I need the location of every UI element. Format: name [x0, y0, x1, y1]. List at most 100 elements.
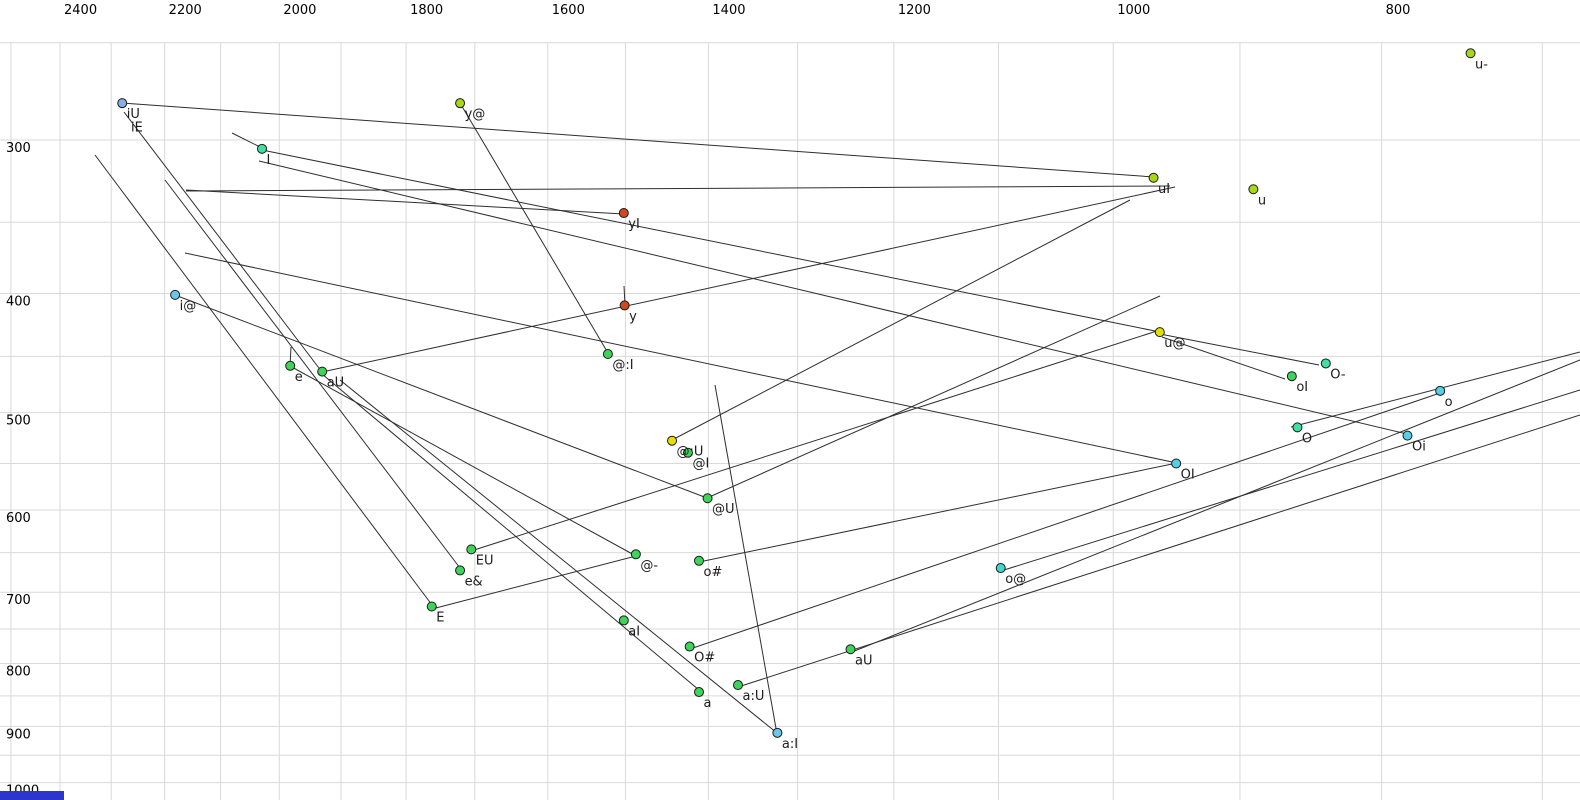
- vowel-point[interactable]: [1148, 172, 1159, 183]
- trajectory-line: [123, 111, 323, 373]
- vowel-point[interactable]: [285, 360, 296, 371]
- trajectory-line: [94, 154, 433, 606]
- vowel-label: @-: [640, 558, 658, 573]
- vowel-point[interactable]: [1320, 358, 1331, 369]
- trajectory-line: [698, 462, 1178, 563]
- vowel-label: OI: [1181, 467, 1195, 482]
- vowel-point[interactable]: [1286, 371, 1297, 382]
- vowel-point[interactable]: [995, 563, 1006, 574]
- vowel-point[interactable]: [1435, 385, 1446, 396]
- trajectory-line: [261, 149, 1161, 333]
- vowel-point[interactable]: [317, 366, 328, 377]
- vowel-points: [117, 48, 1476, 738]
- vowel-point[interactable]: [1292, 422, 1303, 433]
- vowel-label: u@: [1164, 336, 1185, 351]
- y-tick-label: 900: [6, 727, 31, 742]
- vowel-label: @:I: [612, 358, 633, 373]
- vowel-point[interactable]: [684, 641, 695, 652]
- trajectory-line: [851, 359, 1580, 653]
- vowel-point[interactable]: [466, 544, 477, 555]
- x-tick-label: 800: [1386, 3, 1411, 18]
- vowel-point[interactable]: [630, 549, 641, 560]
- trajectory-line: [164, 179, 461, 569]
- trajectory-line: [339, 379, 778, 734]
- x-tick-label: 1000: [1117, 3, 1150, 18]
- trajectory-line: [737, 414, 1580, 688]
- vowel-point[interactable]: [618, 208, 629, 219]
- y-tick-label: 600: [6, 511, 31, 526]
- vowel-point[interactable]: [693, 555, 704, 566]
- x-tick-label: 2400: [64, 3, 97, 18]
- vowel-label: @:U: [677, 445, 704, 460]
- vowel-point[interactable]: [602, 349, 613, 360]
- y-tick-label: 300: [6, 141, 31, 156]
- vowel-point[interactable]: [1154, 327, 1165, 338]
- vowel-label: u-: [1475, 57, 1488, 72]
- vowel-point[interactable]: [845, 644, 856, 655]
- x-tick-label: 1800: [410, 3, 443, 18]
- vowel-point[interactable]: [1465, 48, 1476, 59]
- trajectory-line: [184, 252, 1178, 464]
- vowel-point[interactable]: [455, 565, 466, 576]
- vowel-point[interactable]: [1171, 458, 1182, 469]
- trajectory-line: [185, 189, 625, 215]
- vowel-point[interactable]: [619, 300, 630, 311]
- vowel-label: e&: [465, 574, 483, 589]
- x-axis-tick-labels: 2400 2200 2000 1800 1600 1400 1200 1000 800: [64, 3, 1410, 18]
- vowel-label: o#: [703, 565, 722, 580]
- vowel-label: oI: [1296, 380, 1308, 395]
- trajectory-line: [185, 185, 1171, 192]
- x-tick-label: 2000: [283, 3, 316, 18]
- vowel-label: y@: [465, 107, 486, 122]
- vowel-point[interactable]: [170, 289, 181, 300]
- vowel-point[interactable]: [455, 98, 466, 109]
- selection-bar[interactable]: [0, 791, 64, 800]
- vowel-label: uI: [1158, 182, 1170, 197]
- vowel-point[interactable]: [772, 727, 783, 738]
- vowel-point[interactable]: [257, 143, 268, 154]
- vowel-label: I: [267, 153, 271, 168]
- trajectory-line: [714, 384, 778, 735]
- vowel-point[interactable]: [117, 98, 128, 109]
- vowel-label: Oi: [1412, 440, 1426, 455]
- vowel-label: yI: [628, 217, 640, 232]
- y-tick-label: 800: [6, 664, 31, 679]
- vowel-label: @I: [692, 457, 709, 472]
- vowel-label: EU: [476, 553, 494, 568]
- y-tick-label: 400: [6, 295, 31, 310]
- vowel-label: aU: [855, 653, 872, 668]
- trajectory-line: [1003, 389, 1580, 571]
- vowel-label: iE: [131, 120, 143, 135]
- vowel-label: a:U: [742, 689, 764, 704]
- vowel-point[interactable]: [682, 447, 693, 458]
- trajectory-line: [1159, 333, 1320, 366]
- y-tick-label: 500: [6, 414, 31, 429]
- trajectory-line: [689, 392, 1441, 650]
- vowel-point[interactable]: [1248, 184, 1259, 195]
- trajectory-line: [321, 373, 700, 691]
- vowel-label: u: [1258, 193, 1266, 208]
- vowel-label: i@: [180, 299, 197, 314]
- vowel-label: O-: [1330, 367, 1346, 382]
- vowel-point[interactable]: [693, 687, 704, 698]
- trajectory-line: [121, 102, 1155, 178]
- vowel-point[interactable]: [618, 615, 629, 626]
- diphthong-trajectories: [94, 102, 1580, 735]
- vowel-label: e: [295, 370, 303, 385]
- trajectory-line: [671, 199, 1131, 441]
- x-tick-label: 1400: [712, 3, 745, 18]
- vowel-label: E: [436, 611, 444, 626]
- vowel-point[interactable]: [732, 680, 743, 691]
- vowel-label: aU: [327, 376, 344, 391]
- vowel-point[interactable]: [426, 601, 437, 612]
- x-tick-label: 1600: [552, 3, 585, 18]
- vowel-label: O: [1302, 431, 1312, 446]
- x-tick-label: 2200: [169, 3, 202, 18]
- vowel-point[interactable]: [702, 493, 713, 504]
- trajectory-line: [231, 132, 263, 149]
- y-tick-label: 700: [6, 593, 31, 608]
- vowel-point[interactable]: [667, 435, 678, 446]
- vowel-point[interactable]: [1402, 430, 1413, 441]
